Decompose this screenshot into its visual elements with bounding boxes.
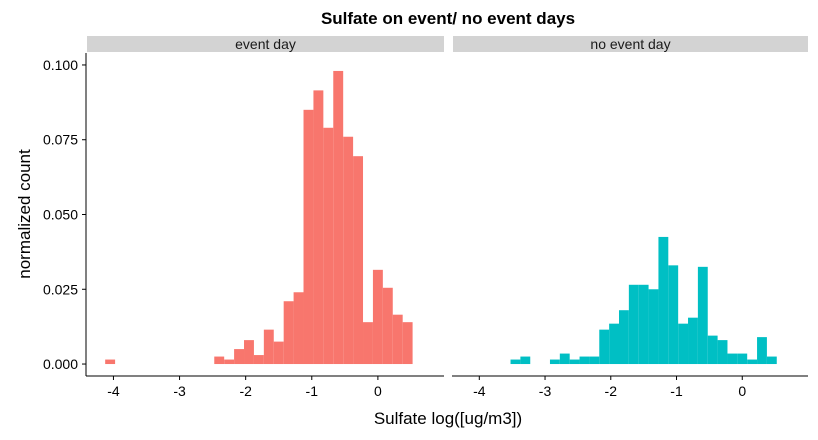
facet-panel: event day -4 -3 -2 -1 0 xyxy=(86,36,444,399)
x-axis-label: Sulfate log([ug/m3]) xyxy=(374,409,522,428)
histogram-bar xyxy=(263,329,274,365)
facet-strip-label: no event day xyxy=(590,36,670,52)
histogram-bar xyxy=(402,322,413,365)
histogram-bar xyxy=(549,359,560,365)
histogram-bar xyxy=(766,356,777,365)
x-tick-label: 0 xyxy=(374,383,382,399)
y-tick-label: 0.000 xyxy=(43,356,78,372)
facet-panel: no event day -4 -3 -2 -1 0 xyxy=(452,36,808,399)
y-tick-label: 0.075 xyxy=(43,132,78,148)
histogram-bar xyxy=(214,356,225,365)
histogram-bar xyxy=(244,340,254,365)
x-tick-label: -1 xyxy=(306,383,319,399)
histogram-bar xyxy=(392,314,403,365)
y-tick-label: 0.100 xyxy=(43,57,78,73)
histogram-bar xyxy=(313,90,324,365)
x-tick-label: -3 xyxy=(539,383,552,399)
histogram-bar xyxy=(757,337,767,365)
x-tick-label: -2 xyxy=(605,383,618,399)
histogram-bar xyxy=(253,355,264,365)
facet-panels: event day -4 -3 -2 -1 0 no event day -4 -3 -2 -1 0 xyxy=(86,36,808,399)
histogram-bar xyxy=(707,335,718,365)
facet-strip xyxy=(87,36,444,52)
histogram-bar xyxy=(273,341,284,365)
histogram-bar xyxy=(618,310,629,365)
histogram-bar xyxy=(717,340,728,365)
histogram-bar xyxy=(589,356,600,365)
x-tick-label: -4 xyxy=(473,383,486,399)
histogram-bar xyxy=(678,323,689,365)
histogram-bar xyxy=(579,356,590,365)
histogram-bar xyxy=(333,70,344,365)
histogram-bar xyxy=(747,359,758,365)
histogram-bar xyxy=(697,266,708,365)
histogram-bar xyxy=(609,323,619,365)
histogram-bar xyxy=(599,329,610,365)
histogram-bar xyxy=(372,269,383,365)
facet-strip xyxy=(453,36,808,52)
histogram-bar xyxy=(343,136,354,365)
histogram-bar xyxy=(224,359,235,365)
y-tick-label: 0.025 xyxy=(43,281,78,297)
x-tick-label: 0 xyxy=(738,383,746,399)
histogram-bar xyxy=(293,292,304,365)
histogram-bar xyxy=(658,236,669,365)
histogram-bar xyxy=(520,356,531,365)
histogram-bar xyxy=(105,359,116,365)
histogram-bar xyxy=(688,317,698,365)
histogram-bar xyxy=(510,359,521,365)
histogram-bar xyxy=(727,353,738,365)
histogram-bar xyxy=(737,353,748,365)
histogram-bar xyxy=(648,289,659,365)
histogram-bar xyxy=(668,265,679,365)
histogram-bar xyxy=(559,353,570,365)
x-tick-label: -3 xyxy=(173,383,186,399)
histogram-bar xyxy=(353,156,364,365)
x-tick-label: -1 xyxy=(670,383,683,399)
histogram-bar xyxy=(323,127,334,365)
x-tick-label: -4 xyxy=(107,383,120,399)
y-ticks: 0.000 0.025 0.050 0.075 0.100 xyxy=(43,57,86,372)
histogram-bar xyxy=(283,301,294,365)
x-tick-label: -2 xyxy=(239,383,252,399)
histogram-bar xyxy=(382,287,393,365)
chart-title: Sulfate on event/ no event days xyxy=(321,9,575,28)
y-axis-label: normalized count xyxy=(15,149,34,279)
histogram-bar xyxy=(363,322,373,365)
histogram-bar xyxy=(569,359,580,365)
histogram-bar xyxy=(628,284,639,365)
histogram-bar xyxy=(234,349,245,365)
y-axis: 0.000 0.025 0.050 0.075 0.100 xyxy=(43,53,87,376)
facet-strip-label: event day xyxy=(235,36,296,52)
histogram-bar xyxy=(638,284,649,365)
histogram-bar xyxy=(303,109,314,365)
y-tick-label: 0.050 xyxy=(43,207,78,223)
